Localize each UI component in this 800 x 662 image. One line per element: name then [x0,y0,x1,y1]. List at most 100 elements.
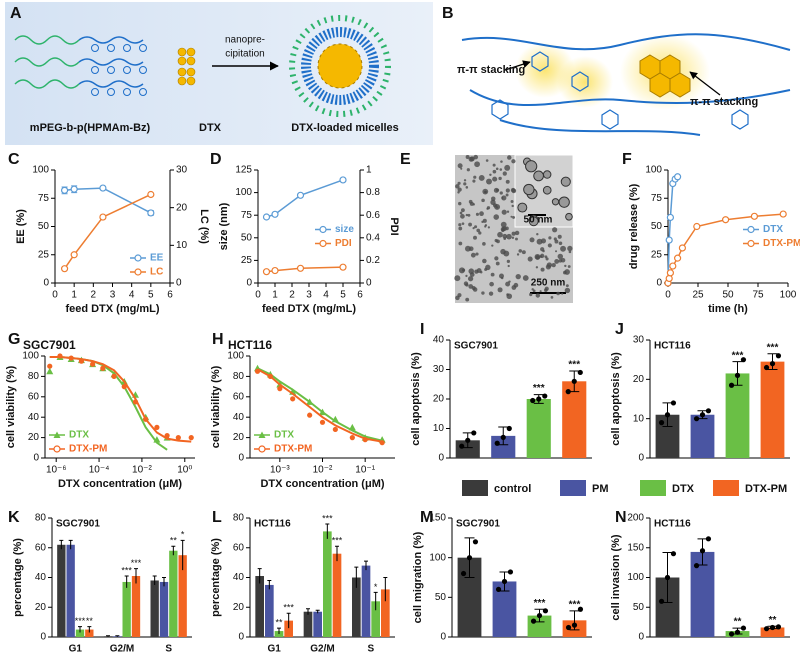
x-tick-label: 6 [357,290,363,301]
data-point [339,176,347,184]
y-axis-title: size (nm) [218,202,230,250]
x-tick-label: 10⁻⁴ [89,465,110,476]
error-bar [325,523,330,539]
tem-particle [474,225,478,229]
tem-particle [567,245,573,252]
tem-particle [511,231,516,236]
error-bar [106,635,110,637]
tem-particle [457,181,461,185]
y-axis-title: drug release (%) [628,183,640,269]
panel-label: L [212,509,222,526]
bar [57,544,66,637]
data-point [530,618,537,624]
x-axis-title: DTX concentration (μM) [260,478,384,490]
data-point [147,190,155,199]
y-tick-label: 60 [28,391,40,402]
tem-particle [457,163,463,169]
y-tick-label: 150 [627,542,644,553]
panel-label: C [8,151,20,168]
data-point [542,608,549,614]
chart-subtitle: SGC7901 [454,341,498,352]
tem-particle [479,211,484,217]
tem-particle [511,236,515,239]
data-point [705,536,712,542]
error-bar [277,627,281,635]
data-point [60,265,69,273]
error-bar [335,545,339,562]
tem-particle [476,228,481,233]
chart-subtitle: SGC7901 [23,338,76,352]
tem-particle [555,250,558,253]
x-tick-label: 75 [752,290,764,301]
legend-swatch [462,480,488,496]
data-point [670,400,677,406]
y-axis-title: EE (%) [15,209,27,244]
y-tick-label: 100 [645,165,662,176]
data-point [734,372,741,378]
legend-label: DTX-PM [763,238,800,249]
x-tick-label: 2 [91,290,97,301]
data-point [664,574,671,581]
error-bar [364,560,368,571]
tem-particle [474,161,480,168]
data-point [673,173,682,181]
panel-label: N [615,509,627,526]
data-point [666,269,675,277]
data-point [658,420,665,426]
data-point [705,408,712,414]
fit-curve [257,368,383,443]
tem-particle [482,258,487,264]
data-point [658,598,665,604]
tem-particle [532,289,536,293]
y-tick-label: 0 [238,632,244,643]
data-point [769,361,776,367]
significance: *** [569,599,581,610]
error-bar [87,626,92,633]
y2-tick-label: 30 [176,165,188,176]
tem-particle [497,231,503,238]
bar [381,589,390,637]
legend-marker [319,225,327,234]
x-tick-label: 10⁻¹ [355,465,375,476]
tem-particle [492,169,497,174]
bar [655,577,680,637]
data-point [577,369,583,376]
x-tick-label: 3 [110,290,116,301]
tem-micelle [565,212,573,221]
tem-particle [467,213,471,217]
diagram-label: π-π stacking [690,96,758,108]
significance: *** [767,342,779,353]
tem-particle [538,278,542,281]
data-point [306,398,314,405]
tem-particle [511,204,514,208]
tem-particle [486,178,492,185]
tem-particle [535,293,541,298]
error-bar [68,539,73,550]
bar [131,576,141,637]
fit-curve [257,367,383,442]
tem-particle [535,266,539,269]
y-tick-label: 50 [435,592,447,603]
y-tick-label: 0 [33,453,39,464]
data-point [664,412,671,418]
data-point [143,416,149,422]
y-tick-label: 100 [235,187,252,198]
y-axis-title: cell viability (%) [210,365,222,448]
legend-marker [747,239,755,248]
y-tick-label: 75 [651,193,663,204]
y-tick-label: 0 [638,453,644,464]
data-point [699,412,706,418]
tem-particle [554,239,559,244]
data-point [740,357,747,363]
tem-particle [454,275,461,282]
tem-particle [502,233,508,239]
tem-particle [489,281,494,287]
data-point [331,415,339,423]
y2-axis-title: LC (%) [198,209,210,244]
tem-particle [515,273,521,280]
data-point [665,236,673,244]
legend-swatch [640,480,666,496]
chart-subtitle: SGC7901 [456,519,500,530]
data-point [90,361,96,367]
tem-particle [529,292,533,297]
